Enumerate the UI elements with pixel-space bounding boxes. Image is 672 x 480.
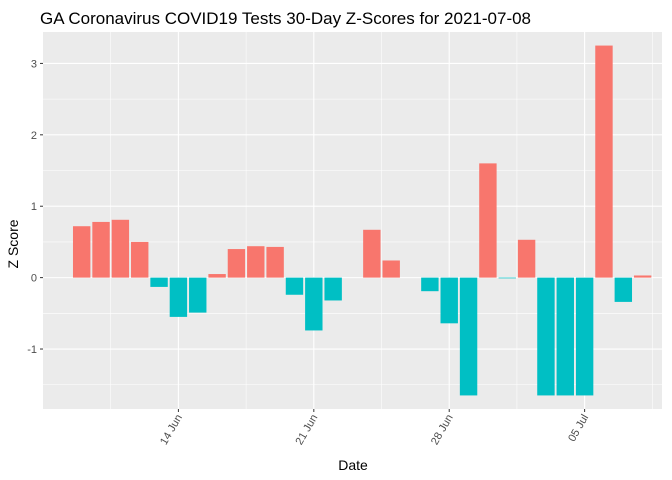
- x-tick-label: 28 Jun: [429, 413, 456, 448]
- bar: [517, 239, 536, 278]
- bar: [227, 249, 246, 278]
- bar: [150, 277, 168, 287]
- bar: [382, 260, 400, 278]
- y-axis: -1 0 1 2 3: [27, 58, 43, 356]
- bar: [72, 226, 91, 278]
- bar: [111, 219, 130, 278]
- bar: [285, 277, 304, 295]
- bar: [595, 45, 613, 278]
- bar: [556, 277, 574, 396]
- bar: [575, 277, 594, 396]
- bar: [189, 277, 207, 313]
- bar: [247, 246, 265, 278]
- bar: [479, 163, 497, 278]
- bar: [363, 229, 381, 278]
- x-tick-label: 05 Jul: [566, 413, 591, 444]
- y-axis-title: Z Score: [5, 219, 21, 268]
- bar: [459, 277, 478, 396]
- bar: [614, 277, 633, 302]
- y-tick-label: 1: [31, 201, 37, 213]
- bar: [92, 221, 110, 278]
- x-tick-label: 21 Jun: [294, 413, 321, 448]
- chart-title: GA Coronavirus COVID19 Tests 30-Day Z-Sc…: [40, 9, 531, 28]
- bar: [440, 277, 458, 324]
- bar: [305, 277, 323, 331]
- bar: [421, 277, 439, 292]
- bars-layer: [72, 45, 652, 396]
- y-tick-label: 0: [31, 273, 37, 285]
- bar: [324, 277, 342, 301]
- x-axis-title: Date: [338, 457, 368, 473]
- bar: [208, 274, 226, 278]
- bar: [131, 241, 149, 278]
- bar: [169, 277, 188, 317]
- bar: [537, 277, 555, 396]
- y-tick-label: 2: [31, 130, 37, 142]
- y-tick-label: -1: [27, 344, 37, 356]
- bar: [266, 246, 284, 278]
- bar: [498, 277, 516, 279]
- bar: [633, 275, 652, 278]
- x-tick-label: 14 Jun: [158, 413, 185, 448]
- y-tick-label: 3: [31, 58, 37, 70]
- x-axis: 14 Jun 21 Jun 28 Jun 05 Jul: [158, 409, 591, 447]
